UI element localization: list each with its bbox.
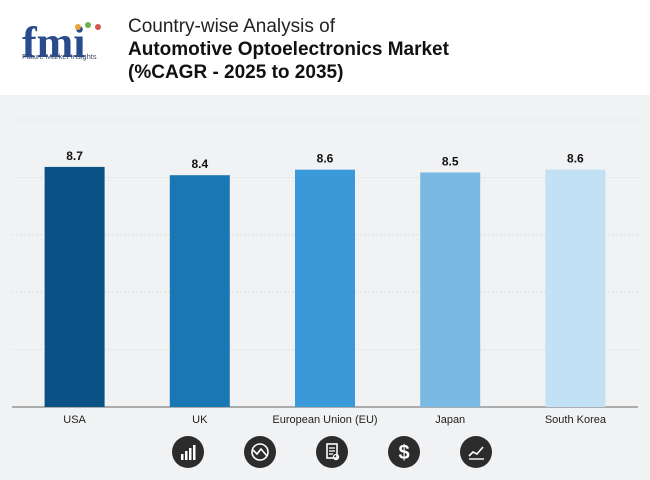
value-label: 8.5 [442, 154, 459, 168]
bar-south-korea [545, 169, 606, 407]
value-label: 8.7 [66, 149, 83, 163]
title-line-2: Automotive Optoelectronics Market [128, 39, 449, 60]
value-labels: 8.7 8.4 8.6 8.5 8.6 [66, 149, 584, 171]
bar-usa [44, 166, 105, 407]
title-line-3: (%CAGR - 2025 to 2035) [128, 62, 344, 83]
bar-chart-icon[interactable] [172, 436, 204, 468]
title-line-1: Country-wise Analysis of [128, 16, 335, 37]
fmi-logo: fmi [22, 18, 101, 67]
bar-european-union-eu [295, 169, 355, 407]
value-label: 8.4 [191, 157, 208, 171]
bars [44, 166, 606, 407]
svg-text:fmi: fmi [22, 18, 86, 67]
bar-japan [420, 172, 481, 407]
category-labels: USA UK European Union (EU) Japan South Korea [63, 414, 607, 426]
bar-chart: 8.7 8.4 8.6 8.5 8.6 USA UK European Union (EU)… [12, 119, 638, 426]
globe-icon[interactable] [244, 436, 276, 468]
footer-icon-bar: $ [0, 436, 650, 472]
category-label: South Korea [545, 414, 607, 426]
header: fmi Future Market Insights Country-wise … [0, 0, 650, 95]
category-label: USA [63, 414, 86, 426]
logo-tagline: Future Market Insights [22, 52, 97, 61]
bar-uk [169, 175, 230, 407]
value-label: 8.6 [317, 152, 334, 166]
document-icon[interactable] [316, 436, 348, 468]
svg-text:$: $ [398, 442, 409, 464]
dollar-icon[interactable]: $ [388, 436, 420, 468]
category-label: Japan [435, 414, 465, 426]
category-label: European Union (EU) [272, 414, 377, 426]
category-label: UK [192, 414, 208, 426]
value-label: 8.6 [567, 152, 584, 166]
line-chart-icon[interactable] [460, 436, 492, 468]
